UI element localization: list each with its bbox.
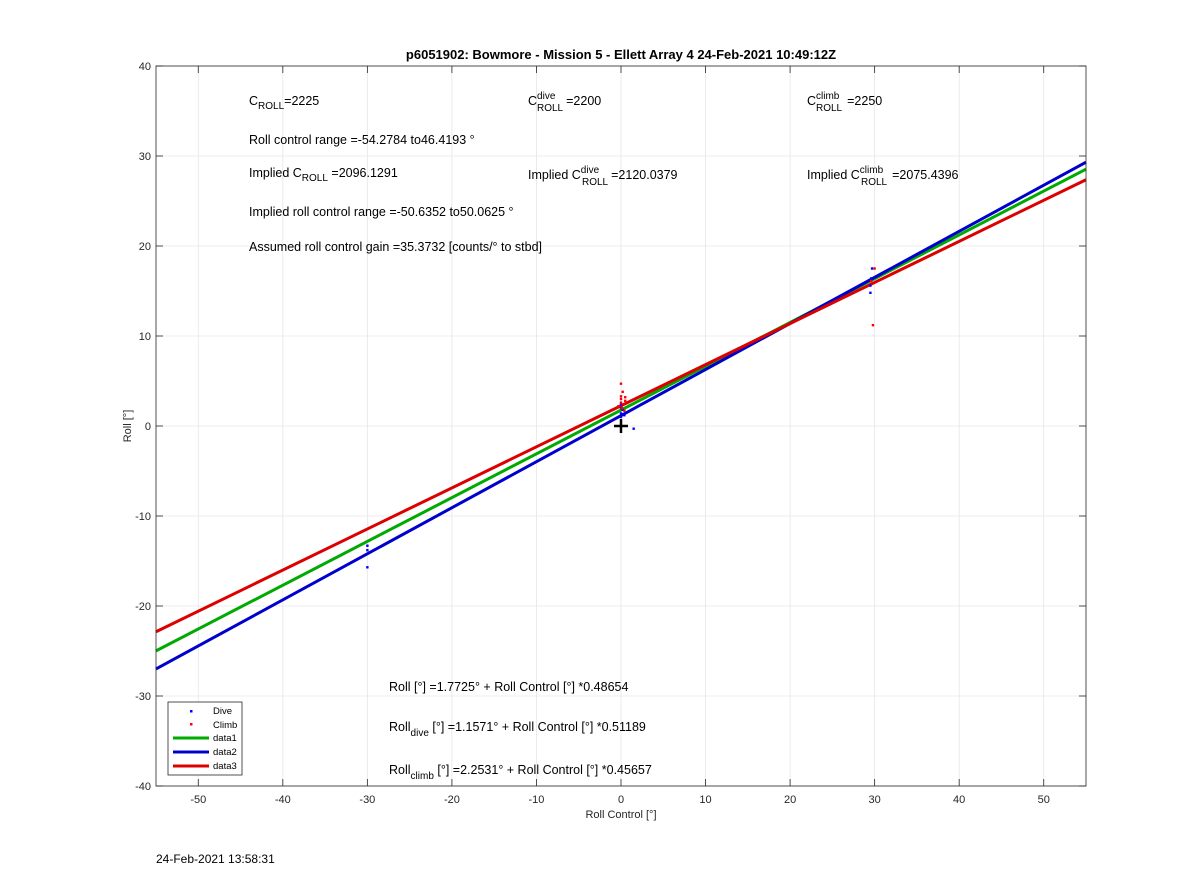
tick-label-x-50: 50: [1038, 794, 1050, 806]
point-dive-12: [870, 277, 873, 280]
annotation-roll-range: Roll control range =-54.2784 to46.4193 °: [249, 133, 475, 147]
point-climb-8: [623, 409, 626, 412]
axis-ticks: -50 -40 -30 -20 -10 0 10 20 30 40 50 -40 -30 -20 -10 0 1…: [135, 61, 1086, 806]
tick-label-y--10: -10: [135, 511, 151, 523]
tick-label-x--10: -10: [529, 794, 545, 806]
point-dive-2: [366, 566, 369, 569]
annotation-implied-c-roll: Implied CROLL =2096.1291: [249, 166, 398, 184]
tick-label-x-40: 40: [953, 794, 965, 806]
point-dive-3: [619, 415, 623, 419]
tick-label-y-20: 20: [139, 241, 151, 253]
tick-label-x--30: -30: [359, 794, 375, 806]
point-climb-13: [873, 267, 876, 270]
point-dive-7: [621, 408, 624, 411]
tick-label-x-0: 0: [618, 794, 624, 806]
legend-label-data3: data3: [213, 761, 237, 772]
point-dive-10: [869, 291, 872, 294]
origin-crosshair: [614, 419, 628, 433]
tick-label-x--40: -40: [275, 794, 291, 806]
legend-swatch-dive: [190, 710, 193, 713]
point-dive-13: [870, 267, 874, 270]
tick-label-y--30: -30: [135, 691, 151, 703]
chart-title: p6051902: Bowmore - Mission 5 - Ellett A…: [406, 47, 836, 62]
annotation-fit-dive: Rolldive [°] =1.1571° + Roll Control [°]…: [389, 720, 646, 739]
point-dive-4: [619, 412, 623, 415]
y-axis-label: Roll [°]: [122, 410, 134, 443]
point-climb-5: [620, 406, 624, 410]
legend-swatch-climb: [190, 723, 193, 726]
annotation-implied-c-roll-climb: Implied Cclimb ROLL=2075.4396: [807, 165, 959, 188]
point-climb-12: [871, 324, 875, 327]
tick-label-y-10: 10: [139, 331, 151, 343]
annotation-fit-all: Roll [°] =1.7725° + Roll Control [°] *0.…: [389, 680, 628, 694]
tick-label-x-10: 10: [699, 794, 711, 806]
tick-label-y-40: 40: [139, 61, 151, 73]
point-climb-2: [619, 397, 623, 401]
legend-label-climb: Climb: [213, 720, 237, 731]
point-climb-1: [619, 401, 623, 404]
data-points: [366, 267, 876, 569]
series-line-data3: [155, 178, 1087, 634]
point-climb-0: [617, 405, 620, 408]
point-climb-3: [619, 395, 623, 398]
tick-label-x--50: -50: [190, 794, 206, 806]
point-dive-0: [366, 544, 369, 547]
point-dive-6: [619, 403, 623, 406]
series-line-data2: [155, 160, 1087, 671]
tick-label-y-30: 30: [139, 151, 151, 163]
tick-label-y--40: -40: [135, 781, 151, 793]
legend-label-data1: data1: [213, 733, 237, 744]
tick-label-y--20: -20: [135, 601, 151, 613]
tick-label-x-20: 20: [784, 794, 796, 806]
point-climb-7: [622, 403, 625, 406]
annotation-c-roll-dive: Cdive ROLL=2200: [528, 91, 601, 114]
point-dive-8: [623, 414, 626, 417]
legend-label-dive: Dive: [213, 706, 232, 717]
annotation-implied-c-roll-dive: Implied Cdive ROLL=2120.0379: [528, 165, 678, 188]
annotation-c-roll: CROLL=2225: [249, 94, 319, 112]
point-dive-9: [632, 427, 635, 430]
tick-label-x--20: -20: [444, 794, 460, 806]
footer-timestamp: 24-Feb-2021 13:58:31: [156, 852, 275, 866]
tick-label-x-30: 30: [869, 794, 881, 806]
tick-label-y-0: 0: [145, 421, 151, 433]
point-dive-11: [869, 284, 872, 287]
series-line-data1: [155, 167, 1087, 653]
annotation-fit-climb: Rollclimb [°] =2.2531° + Roll Control [°…: [389, 763, 652, 782]
point-climb-10: [624, 396, 627, 399]
fit-lines: [155, 160, 1087, 671]
legend: Dive Climb data1 data2 data3: [167, 701, 243, 776]
x-axis-label: Roll Control [°]: [585, 809, 656, 821]
point-climb-6: [621, 390, 624, 393]
point-climb-11: [870, 279, 873, 283]
annotation-c-roll-climb: Cclimb ROLL=2250: [807, 91, 882, 114]
point-dive-1: [366, 549, 369, 552]
point-climb-4: [619, 382, 623, 385]
legend-label-data2: data2: [213, 747, 237, 758]
point-climb-9: [624, 399, 627, 402]
annotation-implied-range: Implied roll control range =-50.6352 to5…: [249, 205, 514, 219]
annotation-gain: Assumed roll control gain =35.3732 [coun…: [249, 240, 542, 254]
